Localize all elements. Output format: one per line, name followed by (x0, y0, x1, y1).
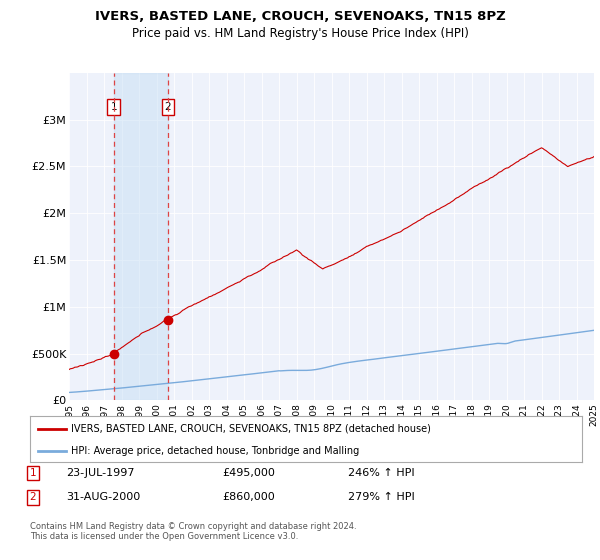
Text: £860,000: £860,000 (222, 492, 275, 502)
Text: IVERS, BASTED LANE, CROUCH, SEVENOAKS, TN15 8PZ (detached house): IVERS, BASTED LANE, CROUCH, SEVENOAKS, T… (71, 424, 431, 434)
Text: 31-AUG-2000: 31-AUG-2000 (66, 492, 140, 502)
Text: 246% ↑ HPI: 246% ↑ HPI (348, 468, 415, 478)
Text: 23-JUL-1997: 23-JUL-1997 (66, 468, 134, 478)
Text: 2: 2 (165, 102, 172, 112)
Text: 1: 1 (29, 468, 37, 478)
Text: HPI: Average price, detached house, Tonbridge and Malling: HPI: Average price, detached house, Tonb… (71, 446, 359, 455)
Text: Contains HM Land Registry data © Crown copyright and database right 2024.
This d: Contains HM Land Registry data © Crown c… (30, 522, 356, 542)
Text: IVERS, BASTED LANE, CROUCH, SEVENOAKS, TN15 8PZ: IVERS, BASTED LANE, CROUCH, SEVENOAKS, T… (95, 10, 505, 23)
Text: 279% ↑ HPI: 279% ↑ HPI (348, 492, 415, 502)
Text: £495,000: £495,000 (222, 468, 275, 478)
Text: 2: 2 (29, 492, 37, 502)
Bar (113, 73, 168, 400)
Text: Price paid vs. HM Land Registry's House Price Index (HPI): Price paid vs. HM Land Registry's House … (131, 27, 469, 40)
Text: 1: 1 (110, 102, 117, 112)
